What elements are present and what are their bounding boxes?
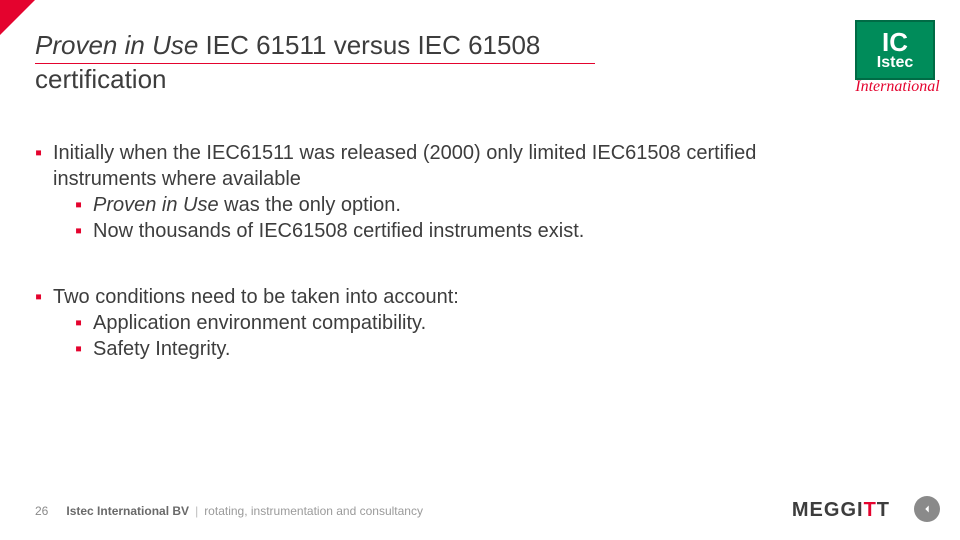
bullet-sub-item: ▪Application environment compatibility. xyxy=(75,310,900,336)
bullet-item: ▪Initially when the IEC61511 was release… xyxy=(35,140,900,244)
meggitt-t2: T xyxy=(877,499,890,521)
bullet-marker: ▪ xyxy=(75,310,93,336)
title-italic: Proven in Use xyxy=(35,30,198,60)
page-number: 26 xyxy=(35,504,48,518)
meggitt-prefix: MEGGI xyxy=(792,499,864,521)
bullet-text-cont: instruments where available xyxy=(53,166,900,192)
footer-separator: | xyxy=(195,504,198,518)
bullet-item: ▪Two conditions need to be taken into ac… xyxy=(35,284,900,362)
meggitt-logo: MEGGITT xyxy=(792,499,890,522)
bullet-sub-text: Safety Integrity. xyxy=(93,338,230,360)
footer-company: Istec International BV xyxy=(66,504,189,518)
bullet-marker: ▪ xyxy=(35,284,53,310)
footer-tagline: rotating, instrumentation and consultanc… xyxy=(204,504,423,518)
istec-logo-box: IC Istec xyxy=(855,20,935,80)
bullet-sub-item: ▪Now thousands of IEC61508 certified ins… xyxy=(75,218,900,244)
istec-ic: IC xyxy=(882,29,908,55)
bullet-marker: ▪ xyxy=(75,336,93,362)
title-rest: IEC 61511 versus IEC 61508 xyxy=(198,30,540,60)
istec-name: Istec xyxy=(877,55,913,71)
bullet-marker: ▪ xyxy=(35,140,53,166)
slide-title: Proven in Use IEC 61511 versus IEC 61508 xyxy=(35,30,840,61)
bullet-sub-rest: was the only option. xyxy=(219,194,401,216)
slide-content: ▪Initially when the IEC61511 was release… xyxy=(35,140,900,390)
bullet-marker: ▪ xyxy=(75,218,93,244)
bullet-text: Two conditions need to be taken into acc… xyxy=(53,286,459,308)
bullet-sub-item: ▪Proven in Use was the only option. xyxy=(75,192,900,218)
bullet-sub-item: ▪Safety Integrity. xyxy=(75,336,900,362)
arrow-left-icon xyxy=(920,502,934,516)
istec-logo: IC Istec International xyxy=(855,20,940,96)
bullet-sub-text: Application environment compatibility. xyxy=(93,312,426,334)
bullet-text: Initially when the IEC61511 was released… xyxy=(53,142,756,164)
back-button[interactable] xyxy=(914,496,940,522)
slide-subtitle: certification xyxy=(35,64,840,95)
meggitt-t1: T xyxy=(864,499,877,521)
slide-header: Proven in Use IEC 61511 versus IEC 61508… xyxy=(35,30,840,95)
istec-intl: International xyxy=(855,78,940,96)
bullet-sub-italic: Proven in Use xyxy=(93,194,219,216)
bullet-marker: ▪ xyxy=(75,192,93,218)
bullet-sub-text: Now thousands of IEC61508 certified inst… xyxy=(93,220,584,242)
corner-accent xyxy=(0,0,35,35)
